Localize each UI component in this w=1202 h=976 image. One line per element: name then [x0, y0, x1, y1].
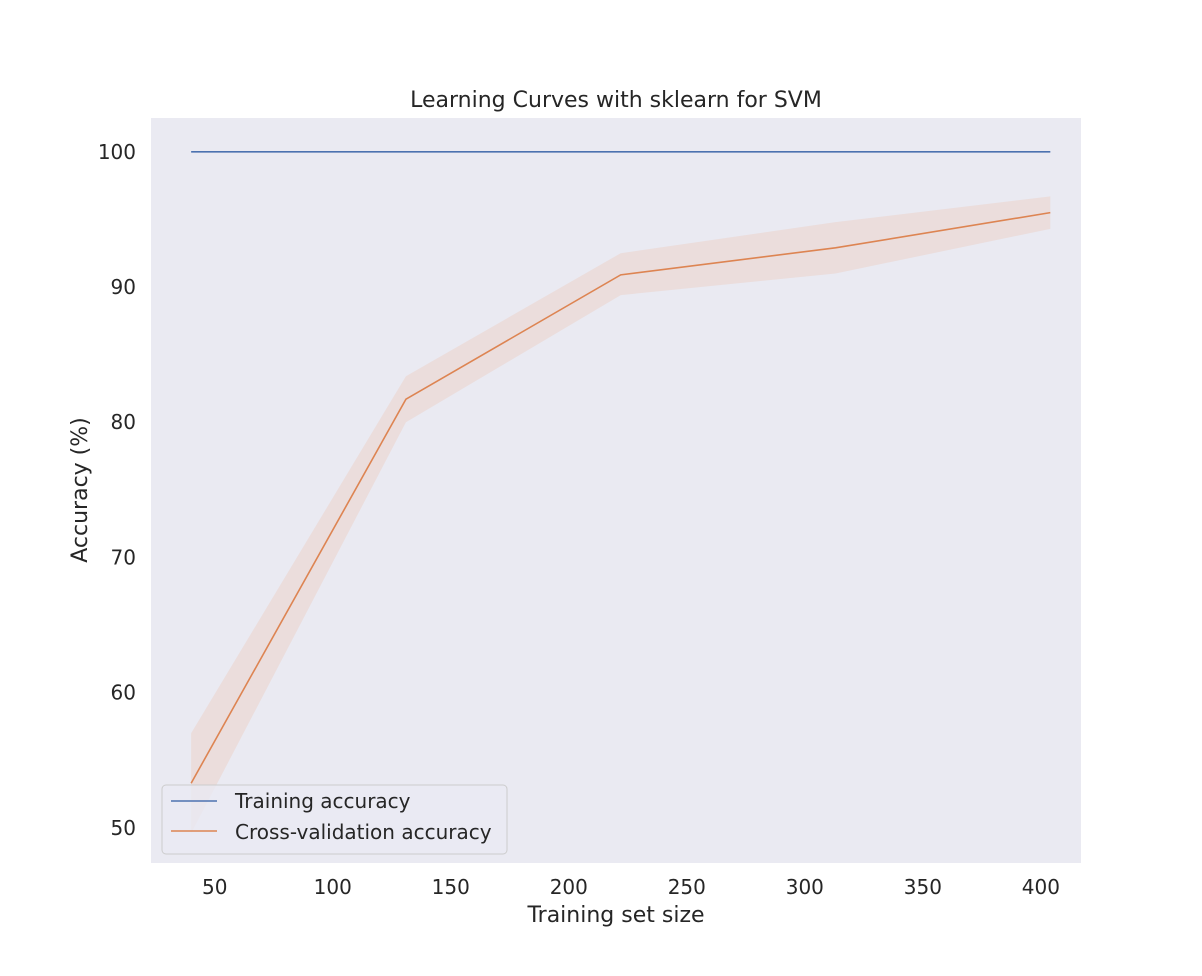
y-tick-label: 60 — [111, 681, 136, 705]
y-tick-label: 70 — [111, 545, 136, 569]
y-tick-label: 90 — [111, 275, 136, 299]
x-tick-label: 100 — [314, 875, 352, 899]
legend-label-training: Training accuracy — [234, 789, 411, 813]
y-tick-label: 50 — [111, 816, 136, 840]
legend-box — [161, 784, 508, 855]
y-tick-labels: 50 60 70 80 90 100 — [98, 140, 136, 840]
series-lines-layer — [190, 151, 1051, 784]
y-tick-label: 100 — [98, 140, 136, 164]
legend: Training accuracy Cross-validation accur… — [161, 784, 508, 855]
x-tick-label: 250 — [668, 875, 706, 899]
x-axis-label: Training set size — [526, 903, 704, 928]
x-tick-label: 50 — [202, 875, 227, 899]
x-tick-label: 150 — [432, 875, 470, 899]
x-tick-label: 350 — [904, 875, 942, 899]
y-axis-label: Accuracy (%) — [68, 417, 93, 563]
x-tick-label: 400 — [1022, 875, 1060, 899]
legend-label-cross-validation: Cross-validation accuracy — [235, 820, 492, 844]
chart-title: Learning Curves with sklearn for SVM — [410, 88, 822, 113]
x-tick-label: 200 — [550, 875, 588, 899]
x-tick-labels: 50 100 150 200 250 300 350 400 — [202, 875, 1060, 899]
x-tick-label: 300 — [786, 875, 824, 899]
y-tick-label: 80 — [111, 410, 136, 434]
series-line-cross-validation-accuracy — [190, 211, 1051, 784]
